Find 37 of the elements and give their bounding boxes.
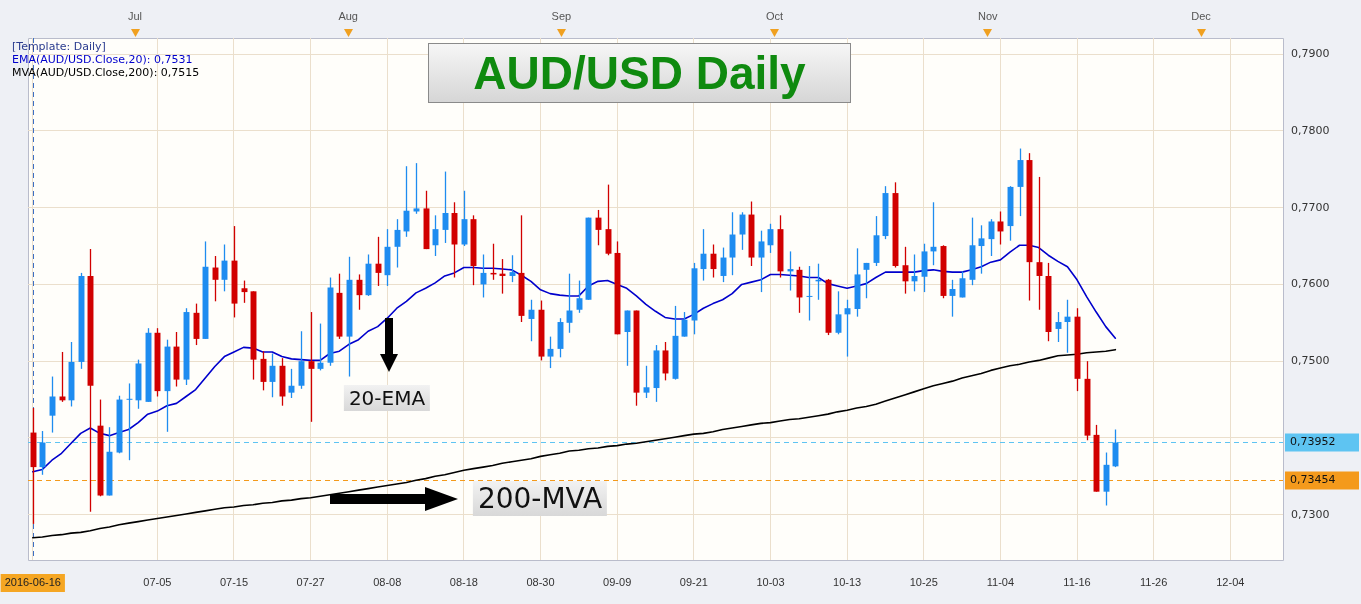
y-tick-label: 0,7900 xyxy=(1291,46,1330,60)
candlestick xyxy=(643,365,650,399)
annotation: [Template: Daily] xyxy=(12,40,107,53)
annotation: MVA(AUD/USD.Close,200): 0,7515 xyxy=(12,66,200,79)
y-tick-label: 0,7500 xyxy=(1291,354,1330,368)
text: Dec xyxy=(1191,10,1211,22)
x-tick-label: 10-25 xyxy=(909,576,938,589)
x-tick-label: 11-04 xyxy=(986,576,1015,589)
x-tick-label: 07-27 xyxy=(296,576,325,589)
annotation: 20-EMA xyxy=(343,385,431,411)
y-tick-label: 0,7800 xyxy=(1291,123,1330,137)
ref-line-label: 0,73952 xyxy=(1290,435,1336,449)
x-tick-label: 10-03 xyxy=(756,576,785,589)
annotation: 200-MVA xyxy=(472,481,608,516)
x-tick-label: 07-15 xyxy=(219,576,249,589)
text: Nov xyxy=(978,10,998,22)
x-tick-label: 11-16 xyxy=(1063,576,1091,589)
text: Sep xyxy=(551,10,572,22)
y-tick-label: 0,7600 xyxy=(1291,277,1330,291)
text: Aug xyxy=(338,10,358,22)
annotation: EMA(AUD/USD.Close,20): 0,7531 xyxy=(12,53,194,66)
x-tick-label: 08-18 xyxy=(449,576,478,589)
text: Jul xyxy=(127,10,143,22)
x-tick-label: 11-26 xyxy=(1140,576,1168,589)
chart-title: AUD/USD Daily xyxy=(428,43,851,103)
x-tick-label: 12-04 xyxy=(1216,576,1245,589)
x-tick-label: 08-08 xyxy=(373,576,402,589)
y-tick-label: 0,7300 xyxy=(1291,507,1330,521)
x-tick-label: 09-21 xyxy=(679,576,708,589)
x-tick-label: 09-09 xyxy=(603,576,632,589)
x-tick-label: 10-13 xyxy=(833,576,862,589)
y-tick-label: 0,7700 xyxy=(1291,200,1330,214)
x-tick-label: 2016-06-16 xyxy=(4,576,61,589)
text: Oct xyxy=(766,10,784,22)
x-tick-label: 08-30 xyxy=(526,576,555,589)
ref-line-label: 0,73454 xyxy=(1290,473,1336,487)
x-tick-label: 07-05 xyxy=(143,576,172,589)
